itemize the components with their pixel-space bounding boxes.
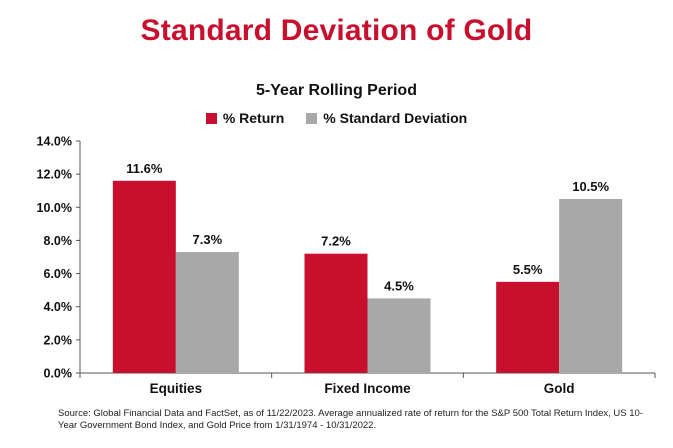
- data-label: 11.6%: [126, 161, 163, 176]
- legend-swatch-std: [306, 112, 318, 124]
- legend-label-std: % Standard Deviation: [323, 110, 468, 126]
- x-tick-label: Fixed Income: [324, 381, 411, 396]
- chart-title: Standard Deviation of Gold: [140, 14, 533, 47]
- bar-std-dev: [559, 199, 623, 373]
- bar-return: [112, 180, 176, 373]
- y-tick-label: 12.0%: [37, 168, 72, 182]
- bar-return: [304, 253, 368, 373]
- source-note: Source: Global Financial Data and FactSe…: [58, 408, 643, 431]
- data-label: 10.5%: [572, 179, 609, 194]
- y-tick-label: 10.0%: [37, 201, 72, 215]
- data-label: 5.5%: [513, 262, 543, 277]
- data-label: 7.2%: [321, 234, 351, 249]
- y-tick-label: 8.0%: [44, 234, 73, 248]
- legend-item-std: % Standard Deviation: [306, 110, 467, 126]
- legend-item-return: % Return: [205, 110, 285, 126]
- bar-std-dev: [367, 298, 431, 373]
- y-tick-label: 0.0%: [44, 367, 73, 381]
- data-label: 7.3%: [193, 232, 223, 247]
- bar-std-dev: [175, 252, 239, 373]
- chart-subtitle: 5-Year Rolling Period: [256, 82, 417, 99]
- legend-swatch-return: [205, 112, 217, 124]
- y-tick-label: 6.0%: [44, 267, 73, 281]
- x-tick-label: Equities: [150, 381, 203, 396]
- y-tick-label: 14.0%: [37, 135, 72, 149]
- legend: % Return % Standard Deviation: [0, 110, 673, 126]
- legend-label-return: % Return: [222, 110, 285, 126]
- data-label: 4.5%: [384, 278, 414, 293]
- y-tick-label: 2.0%: [44, 333, 73, 347]
- bars: [112, 180, 623, 373]
- data-labels: 11.6% 7.3% 7.2% 4.5% 5.5% 10.5%: [126, 161, 609, 294]
- y-tick-label: 4.0%: [44, 300, 73, 314]
- x-tick-label: Gold: [544, 381, 575, 396]
- bar-return: [496, 281, 560, 373]
